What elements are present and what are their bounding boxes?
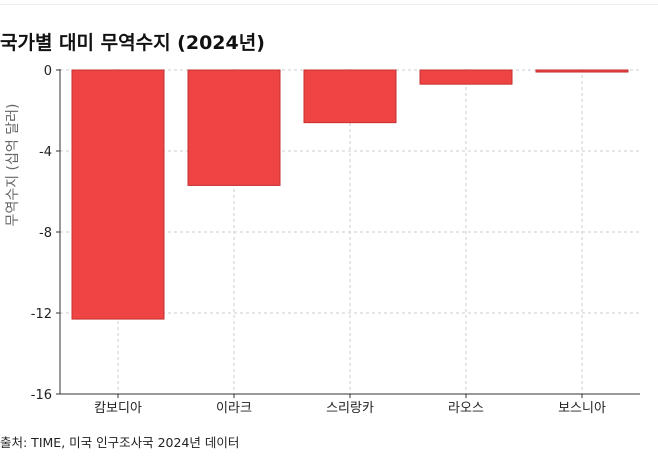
x-tick-label: 스리랑카 [326, 401, 374, 416]
y-tick-label: 0 [44, 64, 52, 79]
y-tick-label: -4 [39, 145, 52, 160]
y-tick-label: -12 [31, 307, 52, 322]
x-tick-label: 라오스 [448, 401, 484, 416]
bar-1 [187, 69, 281, 186]
source-note: 출처: TIME, 미국 인구조사국 2024년 데이터 [0, 435, 240, 450]
bar-4 [535, 69, 629, 73]
axes [56, 69, 640, 398]
x-tick-label: 이라크 [216, 401, 252, 416]
bar-3 [419, 69, 513, 85]
bars [71, 69, 629, 320]
top-divider [0, 4, 658, 5]
bar-0 [71, 69, 165, 320]
x-tick-label: 캄보디아 [94, 401, 142, 416]
y-tick-label: -8 [39, 226, 52, 241]
bar-2 [303, 69, 397, 124]
tick-labels: 0 -4 -8 -12 -16 캄보디아 이라크 스리랑카 라오스 보스니아 [31, 64, 606, 416]
chart-title: 국가별 대미 무역수지 (2024년) [0, 32, 265, 54]
y-tick-label: -16 [31, 388, 52, 403]
x-tick-label: 보스니아 [558, 401, 606, 416]
